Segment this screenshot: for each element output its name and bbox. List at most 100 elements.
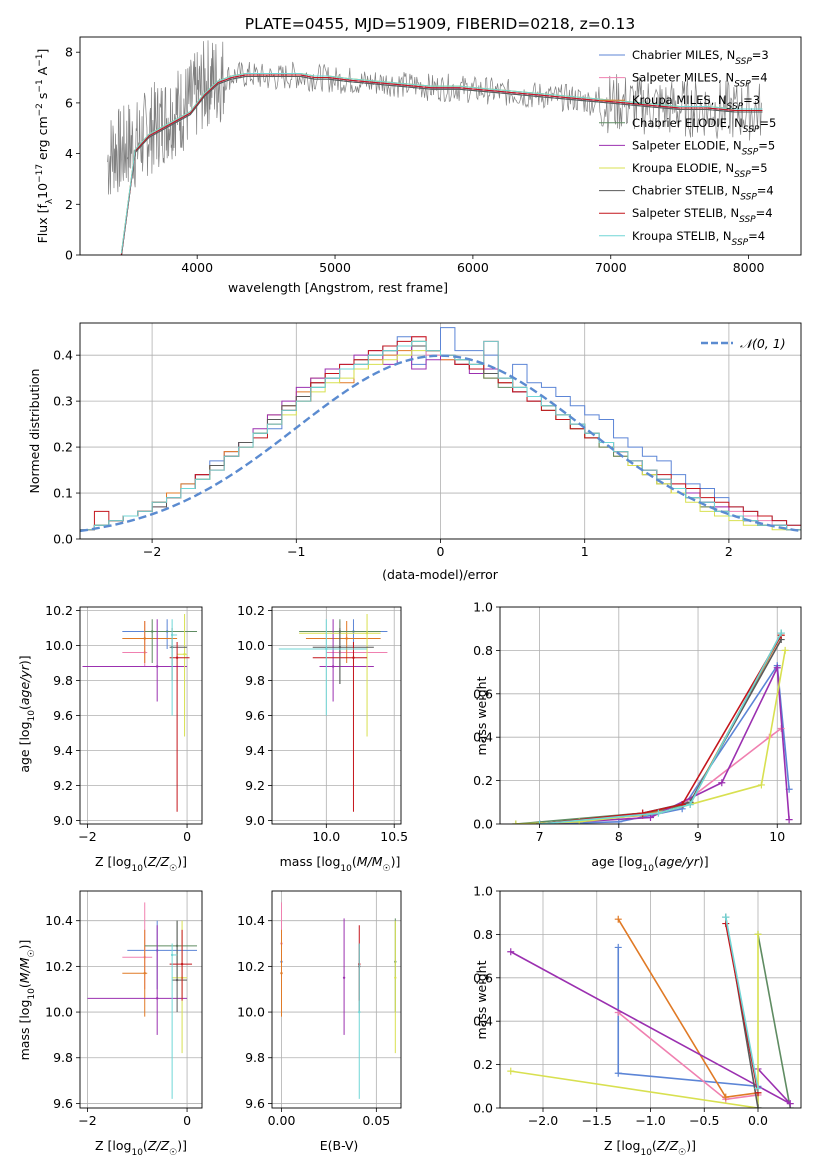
y-axis-label: mass weight [474, 676, 489, 755]
age_vs_mass-panel-plot-area [272, 607, 401, 824]
x-tick-label: −2 [143, 544, 161, 559]
legend-label: Chabrier MILES, NSSP=3 [632, 48, 769, 67]
weight-line [617, 1011, 759, 1101]
data-point [365, 632, 369, 635]
x-axis-label-part: ☉ [169, 864, 177, 874]
mass_vs_Z-panel-plot-area [80, 891, 202, 1108]
y-tick-label: 0.0 [473, 817, 493, 832]
x-tick-label: −0.5 [689, 1113, 719, 1128]
legend-label-part: SSP [740, 193, 757, 203]
x-tick-label: 5000 [319, 260, 351, 275]
y-tick-label: 4 [65, 146, 73, 161]
x-axis-label-part: M/M [357, 854, 383, 869]
data-point [183, 653, 186, 656]
y-tick-label: 0.0 [53, 532, 73, 547]
weight-marker [614, 1069, 622, 1077]
x-tick-label: 1 [581, 544, 589, 559]
weight-marker [777, 629, 785, 637]
x-axis-label-part: ☉ [383, 864, 391, 874]
x-tick-label: 8 [615, 829, 623, 844]
y-tick-label: 1.0 [473, 600, 493, 615]
legend-label-part: Salpeter MILES, N [632, 71, 734, 85]
y-axis-label-part: age/yr [17, 664, 32, 705]
x-axis-label-part: )] [177, 1138, 187, 1153]
x-axis-label: Z [log10(Z/Z☉)] [604, 1138, 696, 1158]
weight-marker [786, 1100, 794, 1108]
x-axis-label-part: wavelength [Angstrom, rest frame] [228, 280, 448, 295]
y-axis-label-part: 10 [27, 988, 37, 1000]
x-axis-label: (data-model)/error [382, 567, 499, 582]
legend-label: Salpeter ELODIE, NSSP=5 [632, 138, 775, 157]
spectrum-panel-plot-area [107, 40, 763, 255]
y-tick-label: 1.0 [473, 884, 493, 899]
y-axis-label: mass [log10(M/M☉)] [17, 940, 37, 1061]
weight-marker [718, 779, 726, 787]
x-tick-label: −1.0 [635, 1113, 665, 1128]
weight-marker [654, 809, 662, 817]
y-tick-label: 9.8 [53, 673, 73, 688]
weight-line [510, 934, 759, 1108]
weight-marker [647, 813, 654, 821]
y-axis-label-part: 10 [27, 710, 37, 722]
y-tick-label: 10.0 [45, 1005, 73, 1020]
y-tick-label: 0.8 [473, 643, 493, 658]
weight-marker [781, 646, 789, 654]
y-axis-label-part: ☉ [27, 949, 37, 957]
legend-label: Kroupa MILES, NSSP=3 [632, 93, 760, 112]
y-axis-label-part: −17 [35, 164, 45, 183]
legend-label: Salpeter MILES, NSSP=4 [632, 71, 768, 90]
weight-marker [757, 781, 765, 789]
legend-label-part: SSP [742, 147, 759, 157]
legend-label-part: Salpeter ELODIE, N [632, 138, 742, 152]
weight-marker [686, 800, 694, 808]
x-tick-label: 0 [183, 1113, 191, 1128]
y-tick-label: 9.4 [53, 743, 73, 758]
y-axis-label-part: ] [35, 49, 50, 54]
y-tick-label: 0.4 [473, 730, 493, 745]
x-tick-label: 4000 [181, 260, 213, 275]
legend-label-part: =3 [743, 93, 760, 107]
mass_vs_ebv-panel-frame [271, 890, 402, 1109]
x-axis-label-part: ☉ [169, 1148, 177, 1158]
x-axis-label-part: Z/Z [147, 854, 170, 869]
age_vs_mass-panel: 10.0 10.5 9.0 9.2 9.4 9.6 9.8 10.0 10.2 mass [log… [237, 603, 408, 874]
x-axis-label-part: E(B-V) [320, 1138, 359, 1153]
legend-label-part: SSP [734, 80, 751, 90]
y-tick-label: 8 [65, 45, 73, 60]
data-point [338, 646, 342, 649]
y-tick-label: 10.2 [45, 959, 73, 974]
weight-marker [639, 809, 647, 817]
weight-line [617, 947, 759, 1108]
data-point [331, 665, 335, 668]
x-axis-label-part: ( [652, 1138, 657, 1153]
y-tick-label: 9.6 [245, 1096, 265, 1111]
data-point [345, 637, 348, 640]
legend-label-part: =3 [752, 48, 769, 62]
data-point [280, 972, 283, 975]
massweight_vs_Z-panel: −2.0 −1.5 −1.0 −0.5 0.0 0.0 0.2 0.4 0.6 0.8 1.0 Z [… [473, 884, 802, 1158]
x-tick-label: −2 [78, 829, 96, 844]
age_vs_mass-panel-frame [271, 606, 402, 825]
weight-marker [614, 943, 622, 951]
x-tick-label: 0.05 [362, 1113, 390, 1128]
x-axis-label-part: 10 [643, 864, 655, 874]
age_vs_Z-panel: −2 09.09.29.49.69.810.010.2Z [log10(Z/Z☉)… [17, 603, 203, 874]
x-axis-label-part: 10 [131, 864, 143, 874]
y-axis-label-part: erg cm [35, 116, 50, 164]
legend-label-part: Kroupa MILES, N [632, 93, 727, 107]
massweight_vs_age-panel-plot-area [500, 607, 801, 824]
spectrum-model-line [120, 73, 763, 254]
y-tick-label: 0.4 [53, 348, 73, 363]
residuals-panel-frame [79, 322, 802, 540]
data-point [180, 962, 184, 966]
y-tick-label: 9.8 [245, 1050, 265, 1065]
spectrum-panel: 4000 5000 6000 7000 8000 0 2 4 6 8 Chabrier MILES,… [35, 36, 802, 295]
x-tick-label: 9 [694, 829, 702, 844]
x-axis-label-part: ( [143, 1138, 148, 1153]
data-point [325, 647, 328, 651]
y-axis-label-part: −1 [35, 79, 45, 92]
y-tick-label: 6 [65, 95, 73, 110]
weight-line [539, 632, 782, 824]
weight-marker [722, 1093, 730, 1101]
massweight_vs_age-panel-frame [499, 606, 802, 825]
